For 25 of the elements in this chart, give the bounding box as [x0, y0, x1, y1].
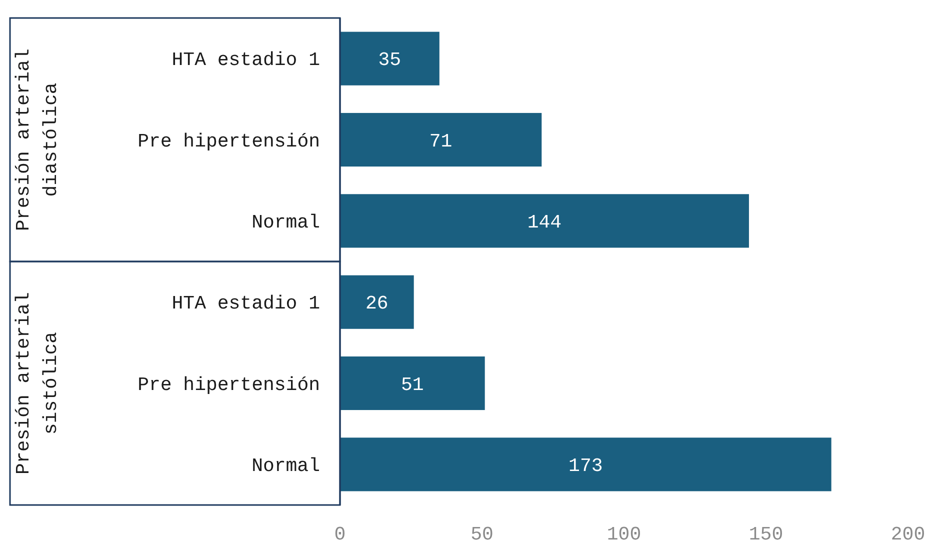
- data-label: 144: [527, 212, 562, 234]
- y-tick-label: Pre hipertensión: [138, 130, 320, 152]
- bar: [340, 438, 832, 492]
- bar: [340, 275, 414, 329]
- x-tick-label: 0: [334, 524, 346, 542]
- data-label: 173: [568, 455, 603, 478]
- data-label: 71: [429, 130, 452, 152]
- x-tick-label: 200: [890, 524, 926, 542]
- y-tick-label: Pre hipertensión: [138, 374, 320, 396]
- y-tick-label: HTA estadio 1: [172, 49, 320, 72]
- y-tick-label: Normal: [252, 455, 320, 478]
- text: Presión arterial sistólica: [12, 292, 62, 474]
- data-label: 26: [366, 292, 388, 315]
- y-tick-label: Normal: [252, 212, 320, 234]
- data-label: 51: [401, 374, 424, 396]
- x-tick-label: 50: [470, 524, 494, 542]
- x-tick-label: 100: [606, 524, 642, 542]
- bar: [340, 356, 485, 410]
- bar: [340, 32, 440, 86]
- bar: [340, 112, 542, 167]
- x-tick-label: 150: [748, 524, 784, 542]
- y-tick-label: HTA estadio 1: [172, 292, 320, 315]
- bar: [340, 194, 749, 248]
- text: Presión arterial diastólica: [12, 48, 62, 231]
- data-label: 35: [378, 49, 402, 72]
